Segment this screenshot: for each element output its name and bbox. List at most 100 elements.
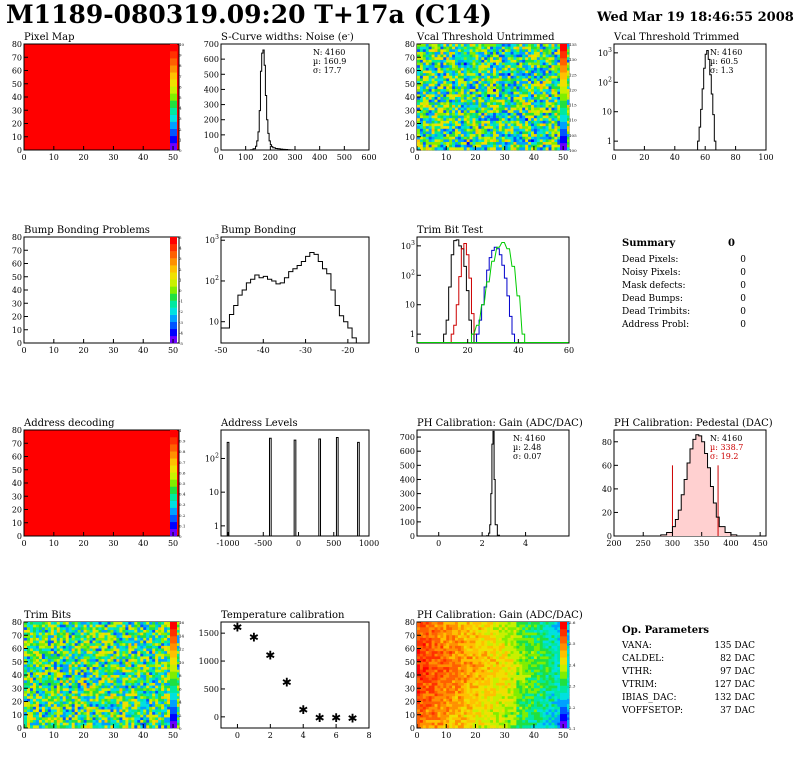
heatmap-cell <box>507 632 511 636</box>
heatmap-cell <box>137 690 141 694</box>
heatmap-cell <box>155 648 159 652</box>
heatmap-cell <box>110 661 114 665</box>
heatmap-cell <box>125 669 129 673</box>
x-tick-label: 100 <box>758 153 773 162</box>
heatmap-cell <box>116 637 120 641</box>
heatmap-cell <box>455 83 459 87</box>
color-scale-step <box>170 458 177 466</box>
heatmap-cell <box>434 65 438 69</box>
heatmap-cell <box>531 59 535 63</box>
heatmap-cell <box>24 645 28 649</box>
heatmap-cell <box>35 725 40 729</box>
heatmap-cell <box>155 637 159 641</box>
heatmap-cell <box>548 635 552 639</box>
heatmap-cell <box>428 110 432 114</box>
heatmap-cell <box>434 136 438 140</box>
x-tick-label: 40 <box>513 346 523 355</box>
color-scale-step <box>170 622 177 630</box>
heatmap-cell <box>522 147 526 151</box>
heatmap-cell <box>26 720 31 723</box>
heatmap-cell <box>425 81 429 85</box>
heatmap-cell <box>522 54 526 58</box>
heatmap-cell <box>98 698 102 702</box>
heatmap-cell <box>32 680 37 684</box>
heatmap-cell <box>417 73 421 77</box>
heatmap-cell <box>56 659 61 663</box>
heatmap-cell <box>481 635 485 639</box>
heatmap-cell <box>77 720 81 723</box>
heatmap-cell <box>137 643 141 647</box>
plot-frame <box>220 43 370 151</box>
heatmap-cell <box>490 622 494 625</box>
heatmap-cell <box>86 696 90 700</box>
heatmap-cell <box>507 73 511 77</box>
heatmap-cell <box>487 126 491 130</box>
heatmap-cell <box>59 682 64 686</box>
heatmap-cell <box>24 722 28 726</box>
x-tick-label: -40 <box>257 346 270 355</box>
heatmap-cell <box>74 706 78 710</box>
heatmap-cell <box>449 73 453 77</box>
heatmap-cell <box>425 128 429 132</box>
heatmap-cell <box>457 627 462 631</box>
heatmap-cell <box>65 622 70 625</box>
heatmap-cell <box>113 672 117 676</box>
heatmap-cell <box>452 120 456 124</box>
heatmap-fill <box>24 430 179 536</box>
heatmap-cell <box>47 651 52 655</box>
heatmap-cell <box>428 126 432 130</box>
heatmap-cell <box>83 645 87 649</box>
heatmap-cell <box>47 624 52 628</box>
heatmap-cell <box>446 118 450 122</box>
heatmap-cell <box>32 667 37 670</box>
heatmap-cell <box>428 142 432 145</box>
heatmap-cell <box>59 632 64 636</box>
heatmap-cell <box>522 123 526 127</box>
heatmap-cell <box>536 120 541 124</box>
heatmap-cell <box>143 624 147 628</box>
heatmap-cell <box>460 94 465 98</box>
heatmap-cell <box>525 83 529 87</box>
heatmap-cell <box>89 651 93 655</box>
heatmap-cell <box>542 59 546 63</box>
scatter-point: ✱ <box>298 703 308 717</box>
heatmap-cell <box>53 653 58 657</box>
heatmap-cell <box>167 720 171 723</box>
heatmap-cell <box>490 128 494 132</box>
heatmap-cell <box>107 722 111 726</box>
heatmap-cell <box>65 659 70 663</box>
heatmap-cell <box>32 640 37 644</box>
heatmap-cell <box>89 712 93 716</box>
heatmap-cell <box>83 640 87 644</box>
x-tick-label: 10 <box>441 153 451 162</box>
heatmap-cell <box>463 123 467 127</box>
heatmap-cell <box>53 675 58 678</box>
heatmap-cell <box>116 698 120 702</box>
heatmap-cell <box>495 107 500 111</box>
heatmap-cell <box>164 653 168 657</box>
heatmap-cell <box>554 83 558 87</box>
heatmap-cell <box>484 49 488 53</box>
stats-line: σ: 19.2 <box>710 452 739 461</box>
heatmap-cell <box>89 706 93 710</box>
heatmap-cell <box>510 136 514 140</box>
heatmap-cell <box>92 704 96 708</box>
heatmap-cell <box>493 126 497 130</box>
heatmap-cell <box>478 65 482 69</box>
heatmap-cell <box>113 682 117 686</box>
heatmap-cell <box>425 104 429 108</box>
heatmap-cell <box>533 99 538 103</box>
heatmap-cell <box>431 83 435 87</box>
heatmap-cell <box>548 75 552 79</box>
heatmap-cell <box>152 677 156 681</box>
heatmap-cell <box>32 648 37 652</box>
heatmap-cell <box>510 91 514 95</box>
heatmap-cell <box>56 675 61 678</box>
heatmap-cell <box>437 89 441 92</box>
heatmap-cell <box>35 645 40 649</box>
heatmap-cell <box>504 112 508 116</box>
heatmap-cell <box>101 645 105 649</box>
heatmap-cell <box>32 696 37 700</box>
heatmap-cell <box>161 672 165 676</box>
heatmap-cell <box>101 629 105 633</box>
